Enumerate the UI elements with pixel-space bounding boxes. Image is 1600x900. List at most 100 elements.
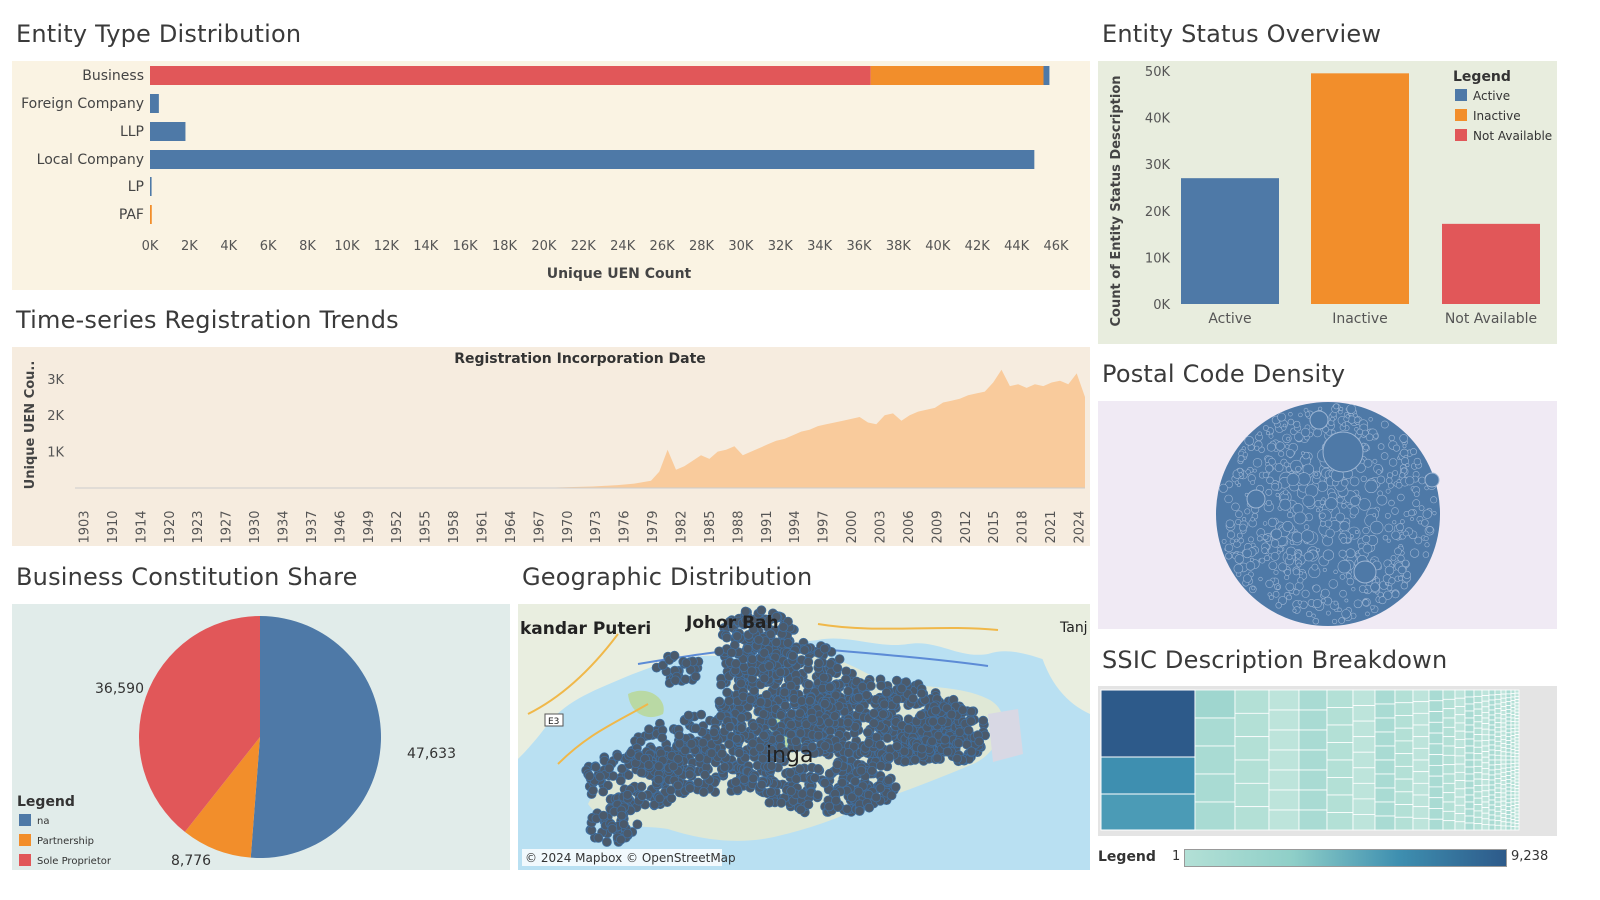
- postal-bubble: [1376, 494, 1388, 506]
- ssic-treemap-cell: [1481, 689, 1490, 696]
- ssic-treemap-cell: [1494, 731, 1502, 738]
- map-point: [794, 764, 805, 774]
- postal-bubble: [1426, 526, 1434, 534]
- map-point: [739, 774, 750, 785]
- postal-bubble: [1362, 543, 1373, 554]
- ssic-treemap-cell: [1514, 702, 1520, 707]
- map-point: [696, 709, 707, 720]
- map-attribution[interactable]: © 2024 Mapbox © OpenStreetMap: [525, 851, 736, 865]
- map-point: [780, 700, 791, 711]
- ssic-treemap-cell: [1514, 794, 1520, 799]
- time-series-chart[interactable]: Registration Incorporation Date Unique UE…: [12, 347, 1090, 546]
- ssic-treemap-cell: [1488, 814, 1496, 821]
- postal-bubble: [1409, 448, 1417, 456]
- ssic-treemap-cell: [1412, 736, 1430, 749]
- ssic-treemap-cell: [1464, 710, 1475, 719]
- ssic-treemap-cell: [1505, 817, 1512, 823]
- postal-bubble: [1332, 618, 1338, 625]
- ssic-treemap-cell: [1464, 703, 1475, 712]
- postal-bubble: [1353, 560, 1377, 584]
- map-point: [932, 753, 943, 764]
- entity-status-legend-swatch: [1455, 129, 1467, 141]
- ssic-treemap-cell: [1488, 709, 1496, 716]
- postal-bubble: [1337, 607, 1342, 613]
- postal-bubble: [1339, 589, 1347, 598]
- map-point: [766, 761, 777, 771]
- entity-type-chart[interactable]: Business Foreign Company LLP Local Company L…: [12, 61, 1090, 290]
- postal-bubble: [1345, 573, 1352, 579]
- ssic-treemap-cell: [1394, 778, 1414, 793]
- ssic-treemap-cell: [1473, 797, 1483, 805]
- ssic-treemap-cell: [1234, 806, 1270, 831]
- postal-bubble: [1298, 412, 1303, 418]
- map-point: [846, 792, 857, 803]
- ssic-treemap-cell: [1494, 810, 1502, 817]
- ssic-treemap-cell: [1510, 819, 1516, 824]
- map-point: [916, 688, 927, 699]
- ssic-treemap-cell: [1464, 724, 1475, 733]
- geo-map-panel[interactable]: kandar Puteri Johor Bah Tanj inga E3 © 2…: [518, 604, 1090, 870]
- entity-type-category-label: LP: [128, 179, 144, 195]
- ssic-treemap-cell: [1454, 796, 1466, 806]
- ssic-treemap-cell: [1374, 703, 1396, 719]
- map-point: [803, 679, 814, 690]
- postal-bubble: [1391, 507, 1399, 515]
- postal-bubble: [1339, 574, 1346, 580]
- geo-map[interactable]: kandar Puteri Johor Bah Tanj inga E3 © 2…: [518, 604, 1090, 870]
- postal-bubble: [1298, 571, 1304, 576]
- entity-status-chart[interactable]: 0K 10K 20K 30K 40K 50K Count of Entity Status …: [1098, 61, 1557, 344]
- postal-bubble: [1286, 436, 1291, 441]
- postal-bubble: [1275, 492, 1280, 497]
- postal-bubble: [1337, 560, 1352, 574]
- entity-type-x-tick: 30K: [728, 239, 754, 254]
- postal-bubble: [1344, 598, 1349, 603]
- postal-bubble: [1292, 568, 1300, 576]
- postal-bubble: [1370, 582, 1380, 592]
- map-label-tanj: Tanj: [1059, 620, 1088, 636]
- map-point: [607, 823, 618, 834]
- map-point: [617, 763, 627, 774]
- postal-bubble: [1410, 517, 1414, 521]
- ssic-treemap-cell: [1412, 782, 1430, 796]
- map-point: [850, 722, 861, 732]
- map-point: [622, 789, 633, 800]
- ssic-treemap-cell: [1500, 817, 1507, 823]
- ssic-treemap-cell: [1505, 747, 1512, 753]
- ssic-treemap-cell: [1488, 769, 1496, 776]
- postal-bubble: [1285, 448, 1295, 458]
- map-point: [665, 785, 676, 796]
- time-series-x-tick: 1923: [191, 510, 206, 543]
- postal-bubble: [1312, 618, 1320, 625]
- entity-status-title: Entity Status Overview: [1102, 20, 1382, 48]
- postal-bubble: [1265, 579, 1274, 588]
- postal-bubble: [1400, 519, 1405, 524]
- ssic-treemap-cell: [1505, 740, 1512, 745]
- ssic-treemap-cell: [1268, 689, 1300, 711]
- map-point: [820, 741, 831, 752]
- postal-bubble: [1338, 549, 1347, 558]
- ssic-treemap-cell: [1488, 804, 1496, 811]
- ssic-treemap-cell: [1473, 804, 1483, 812]
- entity-status-y-tick: 30K: [1145, 158, 1171, 173]
- ssic-treemap-cell: [1428, 764, 1444, 777]
- ssic-treemap[interactable]: [1098, 686, 1557, 836]
- map-point: [742, 643, 753, 654]
- ssic-treemap-cell: [1298, 749, 1328, 771]
- postal-bubble-chart[interactable]: [1098, 401, 1557, 629]
- ssic-treemap-cell: [1494, 768, 1502, 775]
- ssic-treemap-cell: [1494, 792, 1502, 798]
- ssic-treemap-cell: [1510, 822, 1516, 827]
- postal-bubble: [1244, 508, 1251, 515]
- time-series-x-tick: 2021: [1044, 510, 1059, 543]
- ssic-treemap-cell: [1488, 809, 1496, 816]
- map-point: [767, 717, 778, 728]
- ssic-treemap-cell: [1505, 802, 1512, 808]
- postal-bubble: [1246, 489, 1266, 509]
- postal-bubble: [1268, 561, 1278, 570]
- postal-bubble: [1234, 480, 1239, 485]
- map-point: [853, 786, 864, 797]
- constitution-pie-chart[interactable]: 47,633 8,776 36,590 Legend na Partnership Sole…: [12, 604, 510, 870]
- postal-bubble: [1303, 551, 1314, 562]
- map-point: [759, 648, 770, 658]
- ssic-treemap-cell: [1505, 732, 1512, 738]
